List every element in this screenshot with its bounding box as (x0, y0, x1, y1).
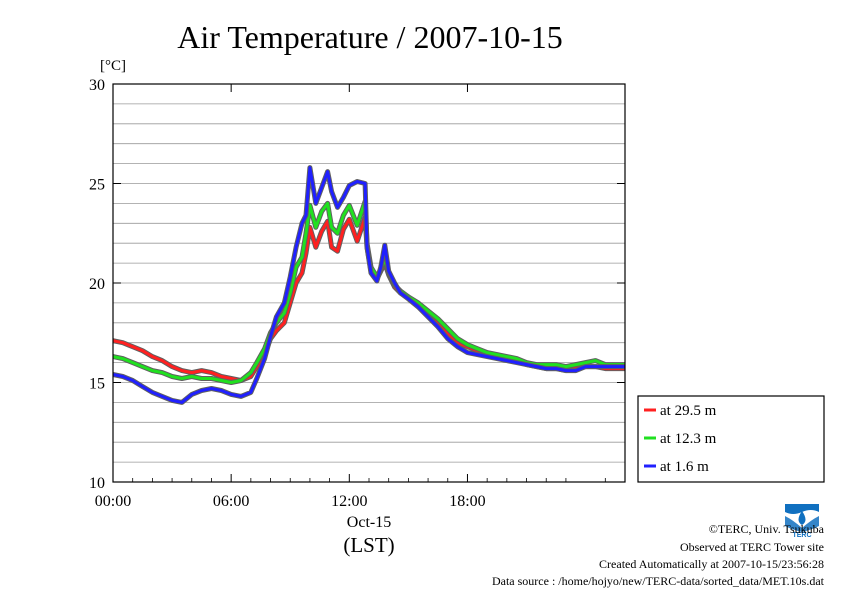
legend-label: at 1.6 m (660, 459, 709, 475)
logo-text: TERC (792, 532, 811, 538)
credit-copyright: ©TERC, Univ. Tsukuba (708, 522, 824, 536)
legend: at 29.5 m at 12.3 m at 1.6 m (637, 395, 825, 483)
x-axis-label: (LST) (343, 533, 394, 557)
credit-observed: Observed at TERC Tower site (679, 540, 824, 554)
chart-title: Air Temperature / 2007-10-15 (177, 19, 563, 55)
y-tick-label: 20 (89, 276, 105, 293)
y-tick-label: 30 (89, 77, 105, 94)
y-tick-label: 25 (89, 177, 105, 194)
y-tick-label: 10 (89, 475, 105, 492)
series-layer (112, 165, 625, 405)
series-line-3 (112, 166, 625, 404)
axis-ticks: 10 15 20 25 30 00:00 06:00 12:00 18:00 (89, 77, 625, 510)
x-tick-label: 00:00 (95, 493, 131, 510)
series-outline (112, 198, 625, 385)
legend-box (637, 395, 825, 483)
terc-logo-icon: TERC (782, 502, 822, 539)
grid (113, 103, 625, 463)
series-line-2 (112, 199, 625, 384)
x-tick-label: 18:00 (449, 493, 485, 510)
y-axis-unit: [°C] (100, 58, 126, 74)
x-tick-label: 12:00 (331, 493, 367, 510)
credit-created: Created Automatically at 2007-10-15/23:5… (599, 557, 824, 571)
legend-label: at 29.5 m (660, 403, 717, 419)
x-tick-label: 06:00 (213, 493, 249, 510)
y-tick-label: 15 (89, 376, 105, 393)
legend-label: at 12.3 m (660, 431, 717, 447)
date-label: Oct-15 (347, 514, 391, 531)
credit-source: Data source : /home/hojyo/new/TERC-data/… (491, 574, 824, 588)
